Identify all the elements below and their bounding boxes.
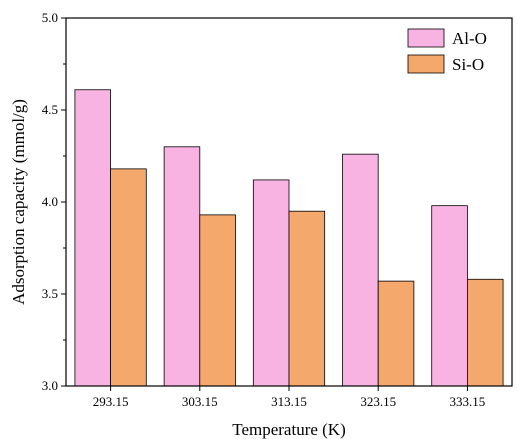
bar-si-o-4 [466,278,504,387]
bar-si-o-2 [288,210,326,387]
legend-swatch-si-o [407,54,445,74]
bar-al-o-4 [431,205,468,387]
bar-si-o-0 [110,168,147,387]
x-tick-label: 293.15 [93,394,129,409]
y-axis-title: Adsorption capacity (mmol/g) [9,99,28,305]
y-axis: 3.0 3.5 4.0 4.5 5.0 [42,10,66,393]
bar-si-o-1 [199,214,236,387]
x-axis: 293.15 303.15 313.15 323.15 333.15 [93,386,486,409]
y-tick-label: 3.0 [42,378,58,393]
y-tick-label: 4.5 [42,102,58,117]
legend-label-si-o: Si-O [452,55,484,74]
bar-al-o-2 [252,179,290,387]
y-tick-label: 5.0 [42,10,58,25]
bar-al-o-1 [163,146,201,387]
x-tick-label: 313.15 [271,394,307,409]
bar-al-o-3 [342,153,379,387]
bars-group [74,89,504,387]
y-tick-label: 3.5 [42,286,58,301]
legend: Al-O Si-O [407,28,487,74]
legend-swatch-al-o [407,28,445,48]
x-tick-label: 333.15 [450,394,486,409]
bar-si-o-3 [377,280,415,387]
x-tick-label: 303.15 [182,394,218,409]
x-tick-label: 323.15 [360,394,396,409]
y-tick-label: 4.0 [42,194,58,209]
bar-al-o-0 [74,89,111,387]
x-axis-title: Temperature (K) [232,420,346,439]
legend-label-al-o: Al-O [452,29,487,48]
